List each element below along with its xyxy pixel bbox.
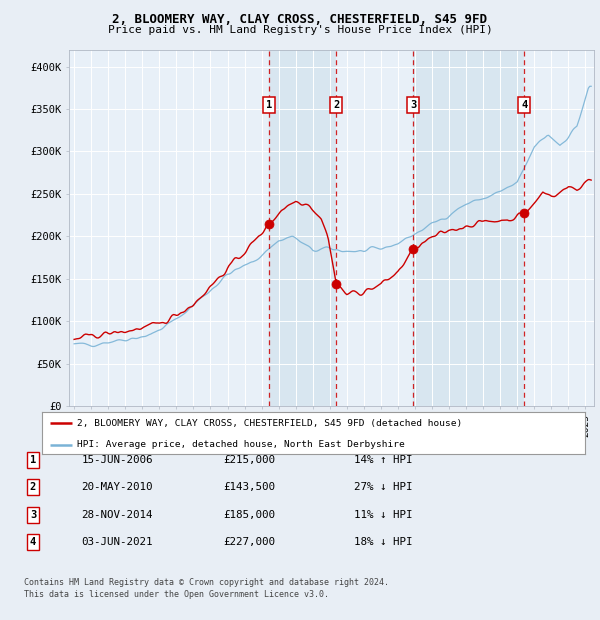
Text: 2: 2 (333, 100, 340, 110)
Bar (413, 50, 524, 406)
Text: 1: 1 (30, 455, 36, 465)
Text: 4: 4 (30, 537, 36, 547)
Text: £185,000: £185,000 (223, 510, 275, 520)
Text: 03-JUN-2021: 03-JUN-2021 (81, 537, 153, 547)
Text: 15-JUN-2006: 15-JUN-2006 (81, 455, 153, 465)
Text: Contains HM Land Registry data © Crown copyright and database right 2024.: Contains HM Land Registry data © Crown c… (24, 578, 389, 587)
Text: 2, BLOOMERY WAY, CLAY CROSS, CHESTERFIELD, S45 9FD (detached house): 2, BLOOMERY WAY, CLAY CROSS, CHESTERFIEL… (77, 419, 463, 428)
Text: HPI: Average price, detached house, North East Derbyshire: HPI: Average price, detached house, Nort… (77, 440, 405, 449)
Bar (269, 50, 337, 406)
Text: 18% ↓ HPI: 18% ↓ HPI (354, 537, 413, 547)
Bar (337, 50, 413, 406)
Text: 1: 1 (266, 100, 272, 110)
Text: 3: 3 (410, 100, 416, 110)
Text: Price paid vs. HM Land Registry's House Price Index (HPI): Price paid vs. HM Land Registry's House … (107, 25, 493, 35)
Text: £227,000: £227,000 (223, 537, 275, 547)
Text: 4: 4 (521, 100, 527, 110)
Text: 11% ↓ HPI: 11% ↓ HPI (354, 510, 413, 520)
Text: £215,000: £215,000 (223, 455, 275, 465)
Bar (69, 50, 269, 406)
Text: £143,500: £143,500 (223, 482, 275, 492)
Text: 14% ↑ HPI: 14% ↑ HPI (354, 455, 413, 465)
Text: 2: 2 (30, 482, 36, 492)
Text: This data is licensed under the Open Government Licence v3.0.: This data is licensed under the Open Gov… (24, 590, 329, 600)
Text: 28-NOV-2014: 28-NOV-2014 (81, 510, 153, 520)
Bar (524, 50, 594, 406)
Text: 2, BLOOMERY WAY, CLAY CROSS, CHESTERFIELD, S45 9FD: 2, BLOOMERY WAY, CLAY CROSS, CHESTERFIEL… (113, 13, 487, 26)
Text: 3: 3 (30, 510, 36, 520)
Text: 27% ↓ HPI: 27% ↓ HPI (354, 482, 413, 492)
Text: 20-MAY-2010: 20-MAY-2010 (81, 482, 153, 492)
